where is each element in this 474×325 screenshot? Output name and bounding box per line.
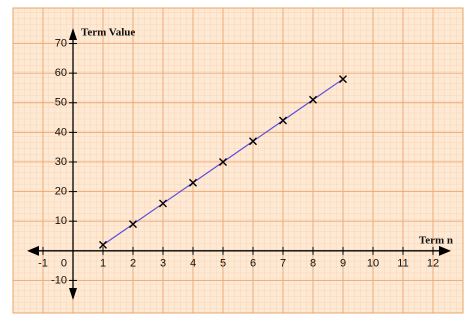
data-point — [99, 240, 107, 249]
x-tick-label: 3 — [160, 258, 166, 270]
y-tick-label: 40 — [55, 126, 67, 138]
data-point — [129, 220, 137, 229]
x-tick-label: 8 — [310, 258, 316, 270]
x-tick-label: 9 — [340, 258, 346, 270]
data-point — [219, 157, 227, 166]
y-tick-label: 70 — [55, 37, 67, 49]
y-tick-label: 60 — [55, 67, 67, 79]
data-point — [279, 116, 287, 125]
y-tick-label: 20 — [55, 185, 67, 197]
x-axis-label: Term n — [419, 234, 453, 246]
x-tick-label: 10 — [367, 258, 379, 270]
y-tick-label: 50 — [55, 97, 67, 109]
y-tick-label: -10 — [51, 274, 67, 286]
y-tick-label: 10 — [55, 215, 67, 227]
x-tick-label: 5 — [220, 258, 226, 270]
data-point — [309, 95, 317, 104]
data-point — [189, 178, 197, 187]
minor-grid — [13, 8, 463, 313]
x-tick-label: 11 — [397, 258, 408, 270]
x-tick-label: 0 — [61, 258, 67, 270]
y-axis-label: Term Value — [81, 27, 135, 39]
x-tick-label: -1 — [38, 258, 48, 270]
x-tick-label: 2 — [130, 258, 136, 270]
x-tick-label: 1 — [100, 258, 106, 270]
data-point — [159, 199, 167, 208]
x-tick-label: 12 — [427, 258, 439, 270]
data-point — [339, 75, 347, 84]
x-tick-label: 7 — [280, 258, 286, 270]
data-point — [249, 137, 257, 146]
x-tick-label: 4 — [190, 258, 196, 270]
paper-border — [12, 7, 464, 314]
x-tick-label: 6 — [250, 258, 256, 270]
y-tick-label: 30 — [55, 156, 67, 168]
